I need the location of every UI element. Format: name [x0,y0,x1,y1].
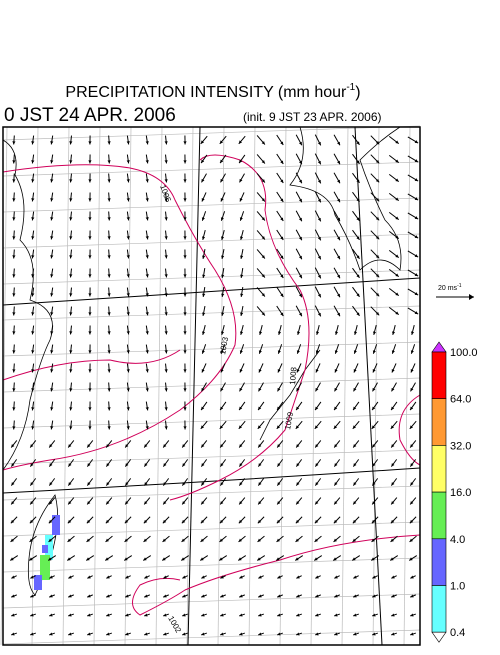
colorbar-label: 100.0 [450,347,478,359]
colorbar-label: 1.0 [450,581,465,593]
colorbar-segment [432,539,446,586]
reference-arrowhead [469,294,474,300]
rain-cell [42,545,48,553]
colorbar-label: 32.0 [450,440,471,452]
reference-text: 20 ms [438,285,458,292]
colorbar-label: 16.0 [450,487,471,499]
colorbar-segment [432,352,446,399]
reference-label: 20 ms-1 [438,283,462,292]
contour-label: 1008 [288,366,299,385]
colorbar-label: 4.0 [450,534,465,546]
colorbar-segment [432,399,446,446]
map-area: 1005 1003 1008 1009 1002 [1,126,420,645]
reference-superscript: -1 [457,283,462,289]
valid-time: 0 JST 24 APR. 2006 [4,105,176,126]
colorbar-over [432,342,446,352]
title-text: PRECIPITATION INTENSITY (mm hour [65,84,347,101]
colorbar-segment [432,586,446,633]
rain-cell [52,515,60,535]
init-time: (init. 9 JST 23 APR. 2006) [243,110,382,124]
colorbar-segment [432,445,446,492]
rain-cell [34,575,42,590]
colorbar: 100.0 64.0 32.0 16.0 4.0 1.0 0.4 [432,342,478,642]
reference-vector: 20 ms-1 [436,283,474,300]
colorbar-under [432,632,446,642]
title: PRECIPITATION INTENSITY (mm hour-1) [65,82,360,101]
colorbar-label: 64.0 [450,394,471,406]
colorbar-label: 0.4 [450,627,465,639]
colorbar-segment [432,492,446,539]
title-text: ) [355,84,360,101]
